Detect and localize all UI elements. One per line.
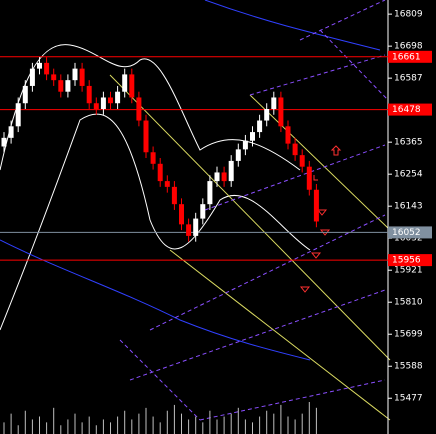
candle-body bbox=[242, 140, 248, 150]
candle-body bbox=[221, 172, 227, 182]
candle-body bbox=[22, 85, 28, 104]
candle-body bbox=[143, 120, 149, 153]
candle-body bbox=[164, 181, 170, 187]
level-label: 16052 bbox=[392, 228, 421, 238]
candle-body bbox=[292, 143, 298, 156]
candle-body bbox=[285, 126, 291, 144]
y-tick-label: 16254 bbox=[394, 170, 423, 180]
y-tick-label: 15699 bbox=[394, 330, 423, 340]
candle-body bbox=[15, 103, 21, 127]
y-tick-label: 15921 bbox=[394, 266, 423, 276]
candle-body bbox=[37, 62, 42, 69]
candle-body bbox=[51, 74, 57, 81]
lower-band bbox=[0, 113, 311, 331]
channel-line bbox=[129, 0, 386, 421]
level-label: 16478 bbox=[392, 105, 421, 115]
candle-body bbox=[250, 132, 255, 141]
slow-ma-top bbox=[204, 0, 381, 51]
candle-body bbox=[136, 97, 142, 121]
candle-body bbox=[271, 97, 277, 110]
y-tick-label: 15477 bbox=[394, 394, 423, 404]
candle-body bbox=[193, 218, 199, 236]
candle-body bbox=[299, 155, 305, 167]
y-tick-label: 15588 bbox=[394, 362, 423, 372]
channel-line bbox=[119, 29, 389, 421]
candle-body bbox=[313, 189, 319, 222]
y-tick-label: 15810 bbox=[394, 298, 423, 308]
candle-body bbox=[214, 172, 220, 182]
candle-body bbox=[79, 68, 85, 86]
drawings bbox=[0, 0, 391, 421]
signal-arrow bbox=[299, 145, 342, 293]
candle-body bbox=[278, 97, 284, 127]
y-tick-label: 16587 bbox=[394, 74, 423, 84]
level-label-box bbox=[388, 226, 432, 239]
slow-ma bbox=[0, 239, 311, 361]
y-tick-label: 16809 bbox=[394, 10, 423, 20]
candle-body bbox=[186, 224, 192, 236]
candle-body bbox=[150, 152, 156, 164]
candle-body bbox=[129, 74, 135, 98]
candle-body bbox=[44, 62, 50, 75]
candle-body bbox=[115, 91, 121, 104]
candle-body bbox=[65, 80, 71, 92]
candle-body bbox=[207, 181, 213, 205]
candle-body bbox=[93, 103, 99, 110]
level-label-box bbox=[388, 50, 432, 63]
level-label: 16661 bbox=[392, 52, 421, 62]
candle-body bbox=[58, 80, 64, 92]
candle-body bbox=[171, 186, 177, 205]
y-tick-label: 16143 bbox=[394, 202, 423, 212]
candle-body bbox=[86, 85, 92, 104]
candle-body bbox=[200, 204, 206, 219]
candle-body bbox=[72, 68, 78, 81]
y-tick-label: 16698 bbox=[394, 42, 423, 52]
candle-body bbox=[179, 204, 184, 225]
candle-body bbox=[235, 149, 241, 161]
y-tick-label: 16365 bbox=[394, 138, 423, 148]
candle-body bbox=[29, 68, 35, 86]
candle-body bbox=[8, 126, 14, 138]
candle-body bbox=[264, 109, 270, 121]
candle-body bbox=[157, 163, 163, 182]
level-label-box bbox=[388, 103, 432, 116]
candle-body bbox=[122, 74, 128, 92]
candle-body bbox=[306, 166, 312, 190]
candle-body bbox=[108, 97, 113, 104]
candle-body bbox=[1, 137, 7, 147]
trend-line bbox=[109, 74, 391, 421]
level-label-box bbox=[388, 254, 432, 267]
y-tick-label: 16032 bbox=[394, 234, 423, 244]
candle-body bbox=[257, 120, 263, 133]
candle-body bbox=[228, 160, 234, 182]
candle-body bbox=[100, 97, 106, 110]
level-label: 15956 bbox=[392, 256, 421, 266]
